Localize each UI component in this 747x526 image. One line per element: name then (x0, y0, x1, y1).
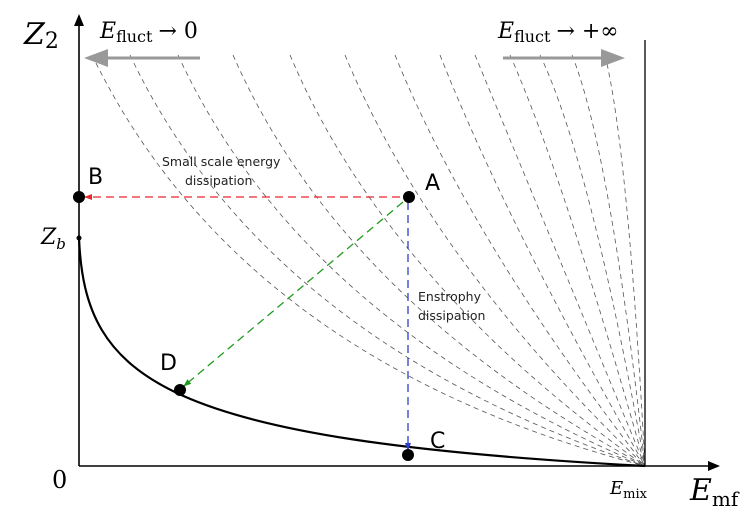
y-axis-label: Z2 (23, 17, 59, 54)
point-d (174, 384, 186, 396)
arrow-a-to-d (183, 201, 404, 387)
arrow-fluct-zero-head (84, 49, 108, 67)
contour-lines (91, 54, 646, 467)
label-c: C (430, 429, 445, 454)
contour-line (571, 54, 646, 467)
label-a: A (425, 171, 440, 196)
contour-line (177, 54, 646, 467)
contour-line (539, 54, 646, 467)
small-scale-annotation-line2: dissipation (185, 173, 252, 188)
contour-line (394, 54, 646, 467)
header-fluct-zero: Efluct → 0 (99, 19, 198, 46)
contour-line (509, 54, 646, 467)
point-b (73, 191, 85, 203)
small-scale-annotation-line1: Small scale energy (162, 154, 281, 169)
label-d: D (160, 351, 177, 376)
contour-line (344, 54, 646, 467)
boundary-curve (77, 237, 646, 468)
x-axis-label: Emf (689, 473, 740, 511)
arrow-fluct-infinity-head (601, 49, 625, 67)
point-zb (76, 235, 82, 241)
contour-line (91, 54, 646, 467)
emix-label: Emix (609, 478, 648, 502)
zb-label: Zb (40, 225, 66, 253)
point-a (403, 191, 415, 203)
contour-line (232, 54, 646, 467)
label-b: B (88, 165, 103, 190)
enstrophy-annotation-line2: dissipation (418, 308, 485, 323)
header-fluct-infinity: Efluct → +∞ (497, 19, 619, 46)
contour-line (439, 54, 646, 467)
contour-line (604, 54, 646, 467)
origin-label: 0 (52, 466, 67, 494)
contour-line (474, 54, 646, 467)
contour-line (129, 54, 646, 467)
point-c (402, 449, 414, 461)
contour-line (289, 54, 646, 467)
enstrophy-annotation-line1: Enstrophy (418, 289, 482, 304)
